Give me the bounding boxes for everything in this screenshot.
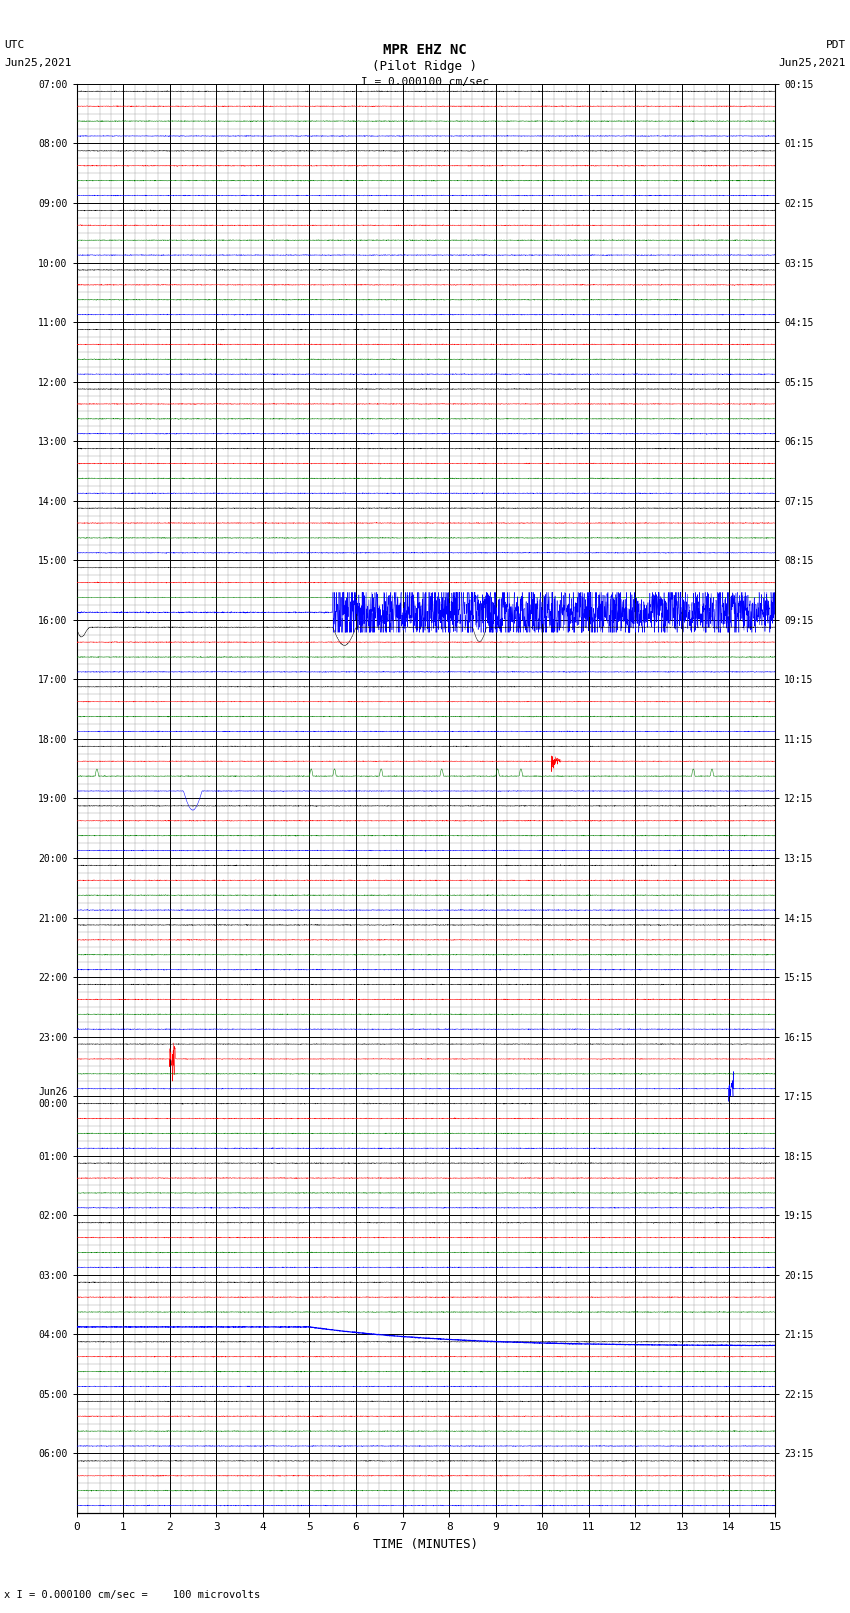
Text: UTC: UTC <box>4 40 25 50</box>
Text: (Pilot Ridge ): (Pilot Ridge ) <box>372 60 478 73</box>
Text: PDT: PDT <box>825 40 846 50</box>
Text: Jun25,2021: Jun25,2021 <box>779 58 846 68</box>
Text: x I = 0.000100 cm/sec =    100 microvolts: x I = 0.000100 cm/sec = 100 microvolts <box>4 1590 260 1600</box>
Text: Jun25,2021: Jun25,2021 <box>4 58 71 68</box>
Text: I = 0.000100 cm/sec: I = 0.000100 cm/sec <box>361 77 489 87</box>
Text: MPR EHZ NC: MPR EHZ NC <box>383 44 467 56</box>
X-axis label: TIME (MINUTES): TIME (MINUTES) <box>373 1537 479 1550</box>
